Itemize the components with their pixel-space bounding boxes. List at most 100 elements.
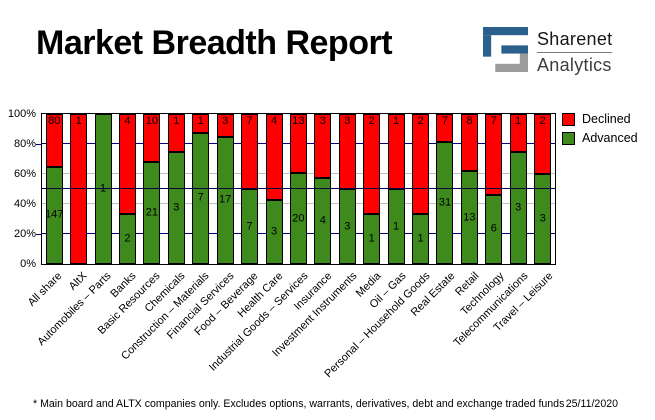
brand-name: Sharenet	[537, 29, 613, 49]
declined-count-label: 1	[393, 115, 400, 127]
legend-label-advanced: Advanced	[582, 131, 638, 145]
advanced-count-label: 7	[246, 220, 253, 232]
bar-basic-resources: 10 21	[143, 114, 161, 264]
bar-industrial-goods-services: 13 20	[289, 114, 307, 264]
advanced-count-label: 1	[393, 220, 400, 232]
legend-swatch-advanced	[562, 131, 575, 145]
declined-segment	[314, 114, 332, 179]
advanced-segment	[167, 151, 185, 264]
advanced-segment	[387, 189, 405, 264]
advanced-count-label: 3	[539, 212, 546, 225]
advanced-count-label: 2	[124, 232, 131, 245]
advanced-segment	[192, 132, 210, 264]
y-axis-label-80: 80%	[13, 137, 36, 150]
declined-count-label: 1	[173, 115, 180, 127]
bar-all-share: 80 147	[45, 114, 63, 264]
advanced-segment	[241, 189, 259, 264]
bar-slot-all-share: 80 147	[42, 114, 66, 264]
advanced-segment	[265, 199, 283, 264]
y-axis-label-20: 20%	[13, 227, 36, 240]
declined-count-label: 2	[368, 115, 375, 127]
declined-segment	[216, 114, 234, 137]
advanced-count-label: 147	[45, 208, 64, 221]
advanced-count-label: 3	[173, 201, 180, 214]
bar-slot-financial-services: 3 17	[213, 114, 237, 264]
declined-count-label: 13	[292, 115, 305, 127]
advanced-segment	[314, 178, 332, 264]
legend-item-advanced: Advanced	[562, 131, 638, 145]
advanced-count-label: 31	[438, 196, 452, 209]
declined-segment	[509, 114, 527, 152]
advanced-segment	[143, 162, 161, 264]
advanced-count-label: 4	[319, 214, 326, 227]
declined-count-label: 80	[48, 115, 61, 127]
x-axis-label-all-share: All share	[25, 270, 65, 309]
brand-divider	[537, 52, 613, 53]
y-axis-label-40: 40%	[13, 197, 36, 210]
y-axis-tick-80	[36, 144, 41, 145]
declined-count-label: 10	[145, 115, 159, 127]
declined-segment	[412, 114, 430, 214]
declined-segment	[167, 114, 185, 152]
declined-count-label: 8	[466, 115, 473, 127]
legend-label-declined: Declined	[582, 112, 631, 126]
y-axis-tick-20	[36, 234, 41, 235]
declined-count-label: 3	[222, 115, 229, 127]
declined-count-label: 1	[75, 115, 82, 127]
advanced-segment	[363, 214, 381, 264]
declined-segment	[192, 114, 210, 133]
page-title: Market Breadth Report	[36, 24, 393, 62]
bar-financial-services: 3 17	[216, 114, 234, 264]
advanced-count-label: 21	[145, 206, 159, 219]
sharenet-logo: Sharenet Analytics	[483, 27, 613, 76]
y-axis-label-100: 100%	[7, 107, 36, 120]
declined-count-label: 1	[515, 115, 522, 127]
bar-automobiles-parts: 1	[94, 114, 112, 264]
advanced-count-label: 3	[344, 220, 351, 232]
breadth-chart-plot: 8014711421021131731777431320343321112173…	[41, 113, 556, 265]
declined-segment	[485, 114, 503, 195]
advanced-segment	[412, 214, 430, 264]
declined-count-label: 7	[246, 115, 253, 127]
bar-slot-retail: 8 13	[457, 114, 481, 264]
declined-segment	[45, 114, 63, 167]
bars-row: 8014711421021131731777431320343321112173…	[42, 114, 555, 264]
declined-segment	[436, 114, 454, 142]
advanced-segment	[289, 173, 307, 264]
bar-slot-altx: 1	[66, 114, 90, 264]
declined-segment	[460, 114, 478, 172]
declined-count-label: 7	[490, 115, 497, 127]
advanced-count-label: 3	[515, 201, 522, 214]
declined-count-label: 7	[441, 115, 449, 127]
advanced-segment	[338, 189, 356, 264]
bar-altx: 1	[70, 114, 88, 264]
declined-segment	[143, 114, 161, 163]
declined-count-label: 1	[197, 115, 204, 127]
advanced-count-label: 6	[490, 222, 497, 235]
footnote: * Main board and ALTX companies only. Ex…	[33, 398, 565, 410]
declined-count-label: 4	[124, 115, 131, 127]
declined-count-label: 2	[539, 115, 546, 127]
declined-count-label: 4	[270, 115, 278, 127]
advanced-count-label: 1	[417, 232, 424, 245]
advanced-count-label: 20	[292, 212, 305, 225]
declined-segment	[118, 114, 136, 214]
